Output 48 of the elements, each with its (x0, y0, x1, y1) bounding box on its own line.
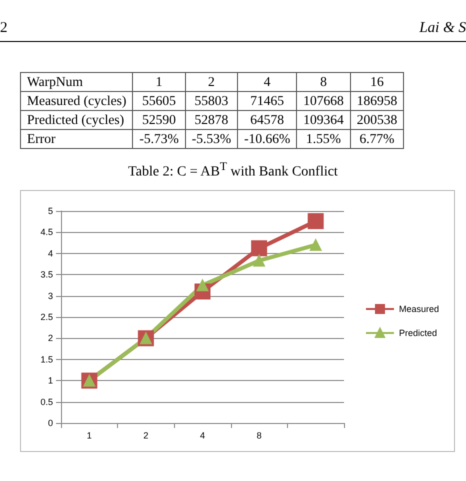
text: WarpNum (20, 72, 133, 92)
point (251, 240, 268, 256)
y-tick-label: 1.5 (40, 354, 53, 364)
text: 71465 (238, 92, 297, 110)
text: -5.53% (185, 130, 238, 148)
point (253, 254, 266, 267)
text: 107668 (296, 92, 350, 110)
caption: Table 2: C = AB$^{T}$ with Bank Conflict (127, 160, 339, 181)
legend-label: Predicted (398, 328, 438, 338)
text: 109364 (296, 110, 350, 130)
text: 8 (296, 72, 350, 92)
y-tick-label: 1 (48, 376, 53, 386)
y-tick-label: 2.5 (40, 312, 53, 322)
text: 55803 (185, 92, 238, 110)
text: 200538 (350, 110, 404, 130)
text: 52590 (132, 110, 186, 130)
x-tick-label: 8 (256, 430, 262, 440)
text: 6.77% (350, 130, 404, 148)
text: 2 (185, 72, 238, 92)
text: -10.66% (238, 130, 297, 148)
x-tick-label: 1 (86, 430, 92, 440)
point (308, 213, 324, 230)
x-tick-label: 2 (143, 430, 148, 440)
y-tick-label: 5 (48, 206, 53, 216)
text: 4 (238, 72, 297, 92)
text: Error (20, 130, 133, 148)
y-tick-label: 3 (48, 290, 53, 301)
y-tick-label: 3.5 (40, 270, 53, 280)
y-tick-label: 0 (48, 418, 53, 428)
text: Predicted (cycles) (20, 110, 133, 130)
text: Lai & S (419, 20, 466, 37)
legend-label: Measured (398, 304, 440, 314)
text: 52878 (185, 110, 238, 130)
point (310, 238, 322, 251)
text: 16 (350, 72, 404, 92)
text: -5.73% (132, 130, 186, 148)
y-tick-label: 2 (48, 333, 53, 344)
y-tick-label: 4 (48, 248, 53, 258)
x-tick-label: 4 (200, 430, 206, 440)
text: 2 (0, 20, 8, 37)
text: 1 (132, 72, 186, 92)
text: 55605 (132, 92, 186, 110)
text: 186958 (350, 92, 404, 110)
y-tick-label: 4.5 (40, 227, 53, 238)
text: 1.55% (296, 130, 350, 148)
text: 64578 (238, 110, 297, 130)
text: Measured (cycles) (20, 92, 133, 110)
y-tick-label: 0.5 (40, 396, 53, 407)
